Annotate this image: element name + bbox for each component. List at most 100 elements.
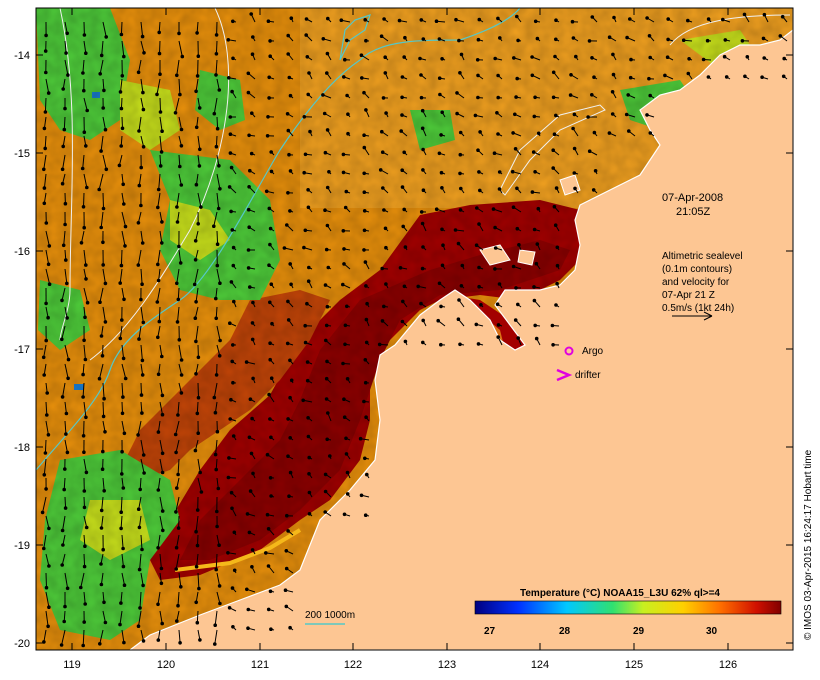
velocity-arrow	[121, 211, 126, 227]
velocity-arrow-head	[285, 341, 290, 346]
velocity-arrow-head	[218, 338, 222, 343]
velocity-arrow-head	[45, 391, 50, 395]
velocity-arrow-head	[177, 338, 182, 342]
velocity-arrow-head	[158, 72, 162, 76]
velocity-arrow-head	[41, 355, 46, 360]
velocity-arrow-head	[362, 248, 366, 252]
velocity-arrow-head	[231, 434, 236, 438]
velocity-arrow-head	[477, 17, 482, 22]
velocity-arrow-head	[440, 263, 445, 268]
velocity-arrow-head	[64, 411, 69, 416]
velocity-arrow	[138, 59, 142, 73]
velocity-arrow-head	[119, 526, 123, 531]
velocity-arrow-head	[82, 489, 87, 493]
velocity-arrow-head	[214, 373, 219, 377]
velocity-arrow	[45, 591, 50, 608]
velocity-arrow-head	[174, 545, 179, 550]
velocity-arrow	[178, 173, 182, 186]
velocity-arrow-head	[140, 373, 145, 377]
velocity-arrow-head	[160, 220, 164, 224]
velocity-arrow-head	[245, 587, 249, 592]
velocity-arrow-head	[455, 111, 459, 116]
velocity-arrow	[195, 325, 199, 342]
velocity-arrow	[176, 534, 180, 548]
velocity-arrow-head	[476, 95, 480, 100]
velocity-arrow-head	[122, 297, 126, 302]
velocity-arrow	[102, 268, 106, 284]
velocity-arrow-head	[99, 334, 104, 338]
velocity-arrow-head	[60, 528, 65, 533]
velocity-arrow-head	[64, 51, 68, 55]
velocity-arrow	[140, 401, 143, 414]
velocity-arrow-head	[400, 95, 404, 100]
velocity-arrow	[140, 230, 144, 244]
velocity-arrow-head	[554, 303, 558, 307]
velocity-arrow-head	[628, 17, 632, 21]
velocity-arrow-head	[381, 96, 386, 100]
velocity-arrow	[121, 401, 123, 414]
velocity-arrow-head	[103, 430, 107, 434]
velocity-arrow-head	[402, 207, 407, 212]
velocity-arrow	[216, 230, 219, 245]
velocity-arrow-head	[321, 37, 326, 41]
velocity-arrow-head	[192, 282, 197, 287]
velocity-arrow-head	[307, 472, 311, 476]
velocity-arrow-head	[120, 74, 125, 78]
velocity-arrow-head	[136, 433, 140, 437]
velocity-arrow-head	[323, 472, 328, 477]
velocity-arrow-head	[419, 95, 424, 100]
velocity-arrow-head	[288, 470, 293, 475]
velocity-arrow-head	[83, 602, 87, 606]
velocity-arrow-head	[476, 342, 481, 346]
velocity-arrow-head	[193, 448, 198, 453]
velocity-arrow-head	[180, 54, 185, 59]
velocity-arrow	[45, 515, 50, 529]
velocity-arrow	[159, 401, 163, 415]
x-tick-label: 120	[157, 659, 175, 671]
velocity-arrow	[140, 458, 145, 474]
velocity-arrow-head	[63, 222, 67, 227]
velocity-arrow	[159, 458, 164, 473]
velocity-arrow-head	[780, 14, 785, 19]
velocity-arrow-head	[513, 112, 517, 117]
velocity-arrow	[195, 515, 199, 532]
velocity-arrow-head	[269, 376, 274, 381]
velocity-arrow-head	[573, 186, 577, 191]
velocity-arrow-head	[122, 583, 127, 588]
velocity-arrow	[80, 572, 85, 588]
velocity-arrow-head	[343, 57, 347, 62]
velocity-arrow-head	[122, 640, 126, 645]
velocity-arrow-head	[434, 19, 439, 24]
velocity-arrow-head	[267, 392, 271, 397]
velocity-arrow-head	[421, 340, 425, 345]
altimetry-note-3: and velocity for	[662, 277, 730, 288]
velocity-arrow-head	[43, 49, 48, 53]
velocity-arrow-head	[453, 228, 458, 232]
velocity-arrow	[216, 572, 221, 586]
velocity-arrow-head	[286, 299, 290, 304]
velocity-arrow-head	[195, 508, 200, 512]
velocity-arrow-head	[232, 568, 237, 573]
velocity-arrow-head	[363, 456, 367, 461]
velocity-arrow-head	[82, 564, 87, 569]
velocity-arrow	[45, 230, 50, 247]
velocity-arrow-head	[496, 335, 501, 339]
velocity-arrow-head	[160, 509, 165, 513]
velocity-arrow-head	[722, 54, 727, 59]
velocity-arrow	[82, 629, 85, 646]
velocity-arrow-head	[174, 510, 178, 514]
velocity-arrow	[64, 21, 68, 34]
velocity-arrow-head	[178, 164, 182, 169]
velocity-arrow-head	[341, 152, 346, 157]
velocity-arrow-head	[160, 241, 164, 245]
velocity-arrow-head	[572, 146, 577, 151]
velocity-arrow-head	[121, 356, 126, 361]
velocity-arrow-head	[421, 37, 426, 41]
velocity-arrow-head	[250, 548, 255, 552]
velocity-arrow-head	[586, 115, 590, 119]
velocity-arrow-head	[194, 125, 199, 130]
velocity-arrow-head	[289, 378, 294, 383]
velocity-arrow	[194, 439, 199, 451]
velocity-arrow-head	[47, 282, 52, 287]
velocity-arrow-head	[287, 152, 291, 157]
